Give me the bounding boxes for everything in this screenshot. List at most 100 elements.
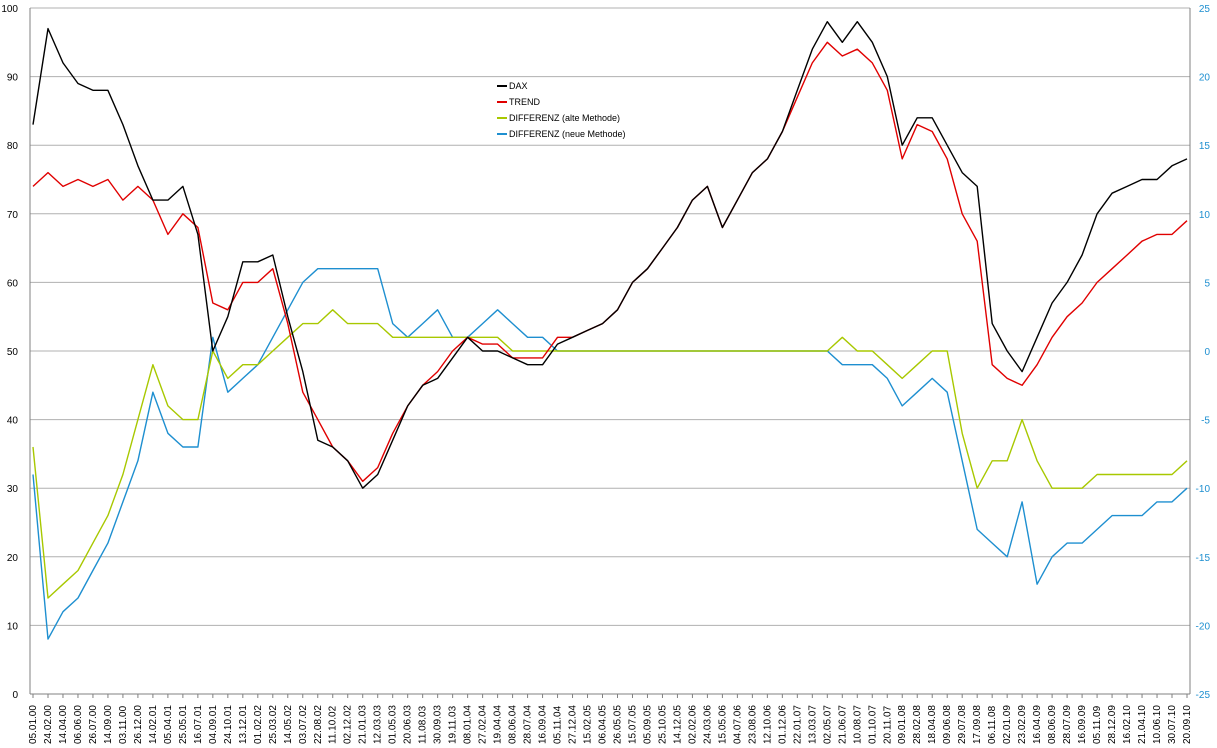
x-tick-label: 10.06.10 (1152, 705, 1163, 744)
x-tick-label: 06.11.08 (987, 705, 998, 744)
y-right-tick-label: -25 (1196, 690, 1211, 701)
legend-label: DIFFERENZ (alte Methode) (509, 113, 620, 123)
x-tick-label: 20.06.03 (403, 705, 414, 744)
y-left-tick-label: 80 (7, 141, 19, 152)
x-tick-label: 08.01.04 (463, 705, 474, 744)
x-tick-label: 04.09.01 (208, 705, 219, 744)
x-tick-label: 04.07.06 (732, 705, 743, 744)
x-tick-label: 16.02.10 (1122, 705, 1133, 744)
y-left-tick-label: 0 (12, 690, 18, 701)
x-tick-label: 21.04.10 (1137, 705, 1148, 744)
y-left-tick-label: 50 (7, 347, 19, 358)
y-right-tick-label: 15 (1199, 141, 1211, 152)
x-tick-label: 26.07.00 (88, 705, 99, 744)
x-tick-label: 26.05.05 (612, 705, 623, 744)
series-lines (32, 21, 1188, 640)
x-tick-label: 20.09.10 (1182, 705, 1193, 744)
legend: DAX TREND DIFFERENZ (alte Methode) DIFFEREN… (497, 81, 626, 139)
y-right-tick-label: -10 (1196, 484, 1211, 495)
x-tick-label: 16.09.09 (1077, 705, 1088, 744)
x-tick-label: 22.01.07 (792, 705, 803, 744)
x-tick-label: 25.03.02 (268, 705, 279, 744)
x-tick-label: 05.04.01 (163, 705, 174, 744)
y-right-tick-label: -20 (1196, 621, 1211, 632)
x-tick-label: 23.08.06 (747, 705, 758, 744)
legend-label: TREND (509, 97, 540, 107)
x-tick-label: 29.07.08 (957, 705, 968, 744)
y-right-tick-label: -5 (1201, 416, 1210, 427)
x-tick-label: 01.02.02 (253, 705, 264, 744)
x-tick-label: 28.07.04 (523, 705, 534, 744)
x-tick-label: 14.02.01 (148, 705, 159, 744)
y-left-tick-label: 20 (7, 553, 19, 564)
x-tick-label: 12.10.06 (762, 705, 773, 744)
x-tick-label: 22.08.02 (313, 705, 324, 744)
x-tick-label: 05.11.04 (553, 705, 564, 744)
x-tick-label: 19.11.03 (448, 705, 459, 744)
x-tick-label: 14.04.00 (58, 705, 69, 744)
x-tick-label: 06.04.05 (598, 705, 609, 744)
x-tick-label: 15.07.05 (627, 705, 638, 744)
x-tick-label: 09.01.08 (897, 705, 908, 744)
x-tick-label: 26.12.00 (133, 705, 144, 744)
x-tick-label: 18.04.08 (927, 705, 938, 744)
x-tick-label: 20.11.07 (882, 705, 893, 744)
x-tick-label: 25.05.01 (178, 705, 189, 744)
x-tick-label: 24.03.06 (702, 705, 713, 744)
x-tick-label: 14.09.00 (103, 705, 114, 744)
x-tick-label: 12.03.03 (373, 705, 384, 744)
x-tick-label: 17.09.08 (972, 705, 983, 744)
y-left-tick-label: 10 (7, 621, 19, 632)
x-tick-label: 30.07.10 (1167, 705, 1178, 744)
y-axis-left-ticks: 0 10 20 30 40 50 60 70 80 90 100 (1, 4, 18, 701)
x-tick-label: 03.11.00 (118, 705, 129, 744)
y-right-tick-label: 20 (1199, 73, 1211, 84)
y-left-tick-label: 30 (7, 484, 19, 495)
x-tick-label: 16.04.09 (1032, 705, 1043, 744)
x-tick-label: 21.06.07 (837, 705, 848, 744)
y-right-tick-label: 0 (1204, 347, 1210, 358)
x-tick-label: 27.02.04 (478, 705, 489, 744)
x-tick-label: 02.01.09 (1002, 705, 1013, 744)
y-left-tick-label: 40 (7, 416, 19, 427)
x-tick-label: 14.05.02 (283, 705, 294, 744)
axes (29, 8, 1191, 695)
x-tick-label: 10.08.07 (852, 705, 863, 744)
x-tick-label: 06.06.00 (73, 705, 84, 744)
legend-label: DIFFERENZ (neue Methode) (509, 129, 626, 139)
x-tick-label: 24.02.00 (43, 705, 54, 744)
y-left-tick-label: 90 (7, 73, 19, 84)
y-right-tick-label: 10 (1199, 210, 1211, 221)
x-tick-label: 15.02.05 (583, 705, 594, 744)
x-tick-label: 24.10.01 (223, 705, 234, 744)
x-tick-label: 13.12.01 (238, 705, 249, 744)
y-right-tick-label: 5 (1204, 278, 1210, 289)
x-tick-label: 16.07.01 (193, 705, 204, 744)
y-left-tick-label: 70 (7, 210, 19, 221)
y-right-tick-label: 25 (1199, 4, 1211, 15)
y-left-tick-label: 100 (1, 4, 18, 15)
x-tick-label: 15.05.06 (717, 705, 728, 744)
x-tick-label: 08.06.09 (1047, 705, 1058, 744)
y-left-tick-label: 60 (7, 278, 19, 289)
x-tick-label: 11.08.03 (418, 705, 429, 744)
x-tick-label: 02.12.02 (343, 705, 354, 744)
x-tick-label: 14.12.05 (672, 705, 683, 744)
x-tick-label: 28.02.08 (912, 705, 923, 744)
x-tick-label: 02.02.06 (687, 705, 698, 744)
x-tick-label: 21.01.03 (358, 705, 369, 744)
x-tick-label: 23.02.09 (1017, 705, 1028, 744)
x-tick-label: 28.07.09 (1062, 705, 1073, 744)
x-axis-ticks: 05.01.00 24.02.00 14.04.00 06.06.00 26.07.00… (28, 694, 1193, 744)
x-tick-label: 05.01.00 (28, 705, 39, 744)
x-tick-label: 27.12.04 (568, 705, 579, 744)
x-tick-label: 30.09.03 (433, 705, 444, 744)
x-tick-label: 09.06.08 (942, 705, 953, 744)
x-tick-label: 01.10.07 (867, 705, 878, 744)
x-tick-label: 19.04.04 (493, 705, 504, 744)
x-tick-label: 05.11.09 (1092, 705, 1103, 744)
x-tick-label: 05.09.05 (642, 705, 653, 744)
x-tick-label: 25.10.05 (657, 705, 668, 744)
